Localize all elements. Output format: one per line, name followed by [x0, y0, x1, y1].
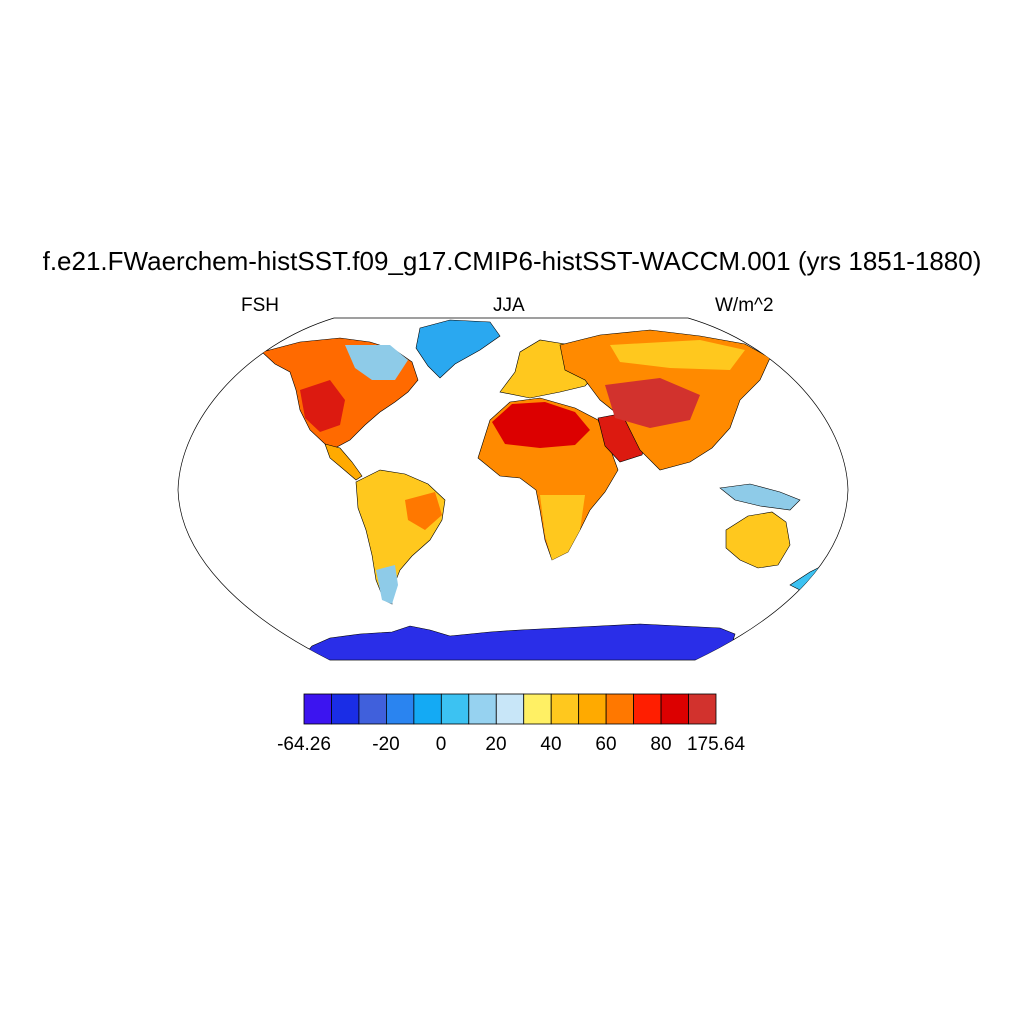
- colorbar-box: [495, 693, 525, 725]
- colorbar-label: -64.26: [277, 734, 331, 755]
- colorbar-box: [605, 693, 635, 725]
- land-antarctica: [299, 623, 736, 660]
- colorbar-label: 80: [650, 734, 672, 755]
- land-australia: [725, 511, 791, 569]
- season-label: JJA: [493, 295, 525, 316]
- units-label: W/m^2: [715, 295, 774, 316]
- colorbar-box: [440, 693, 470, 725]
- colorbar-box: [385, 693, 415, 725]
- land-north-america-west: [300, 380, 345, 432]
- land-central-america: [324, 443, 363, 481]
- colorbar-box: [523, 693, 552, 725]
- colorbar-box: [660, 693, 689, 725]
- land-siberia: [610, 340, 745, 370]
- colorbar-box: [578, 693, 607, 725]
- colorbar-box: [303, 693, 332, 725]
- colorbar-box: [688, 693, 717, 725]
- colorbar-label: 175.64: [686, 734, 746, 755]
- land-sahara: [492, 402, 590, 448]
- colorbar-label: 60: [595, 734, 617, 755]
- variable-label: FSH: [241, 295, 279, 316]
- land-greenland: [415, 319, 501, 379]
- colorbar-box: [633, 693, 662, 725]
- land-canada-north: [345, 345, 408, 380]
- colorbar-label: 20: [485, 734, 507, 755]
- colorbar-box: [468, 693, 497, 725]
- colorbar-label: 0: [435, 734, 447, 755]
- colorbar-box: [550, 693, 580, 725]
- land-maritime-asia: [719, 483, 801, 511]
- colorbar-box: [331, 693, 360, 725]
- colorbar-box: [413, 693, 442, 725]
- colorbar-label: -20: [372, 734, 400, 755]
- land-south-america-east: [405, 492, 442, 530]
- land-asia-central: [605, 378, 700, 428]
- figure-title: f.e21.FWaerchem-histSST.f09_g17.CMIP6-hi…: [42, 246, 982, 276]
- colorbar-label: 40: [540, 734, 562, 755]
- colorbar-box: [358, 693, 387, 725]
- land-africa-south: [540, 495, 585, 560]
- colorbar: [303, 693, 717, 725]
- land-south-america-south: [376, 565, 398, 604]
